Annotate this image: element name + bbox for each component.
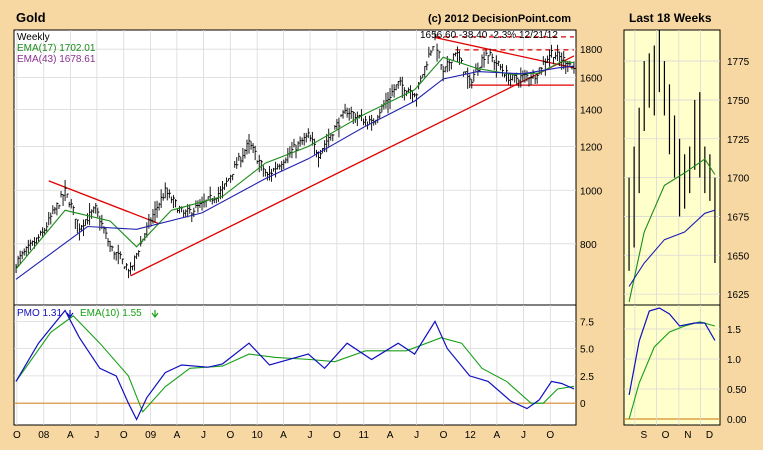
inset-pmo-panel bbox=[623, 304, 721, 426]
pmo-line bbox=[15, 309, 575, 421]
down-arrow-icon bbox=[151, 310, 159, 318]
y-tick-label: 2.5 bbox=[580, 372, 594, 383]
inset-y-tick-label: 1650 bbox=[727, 251, 750, 262]
y-tick-label: 800 bbox=[580, 240, 597, 251]
copyright-text: (c) 2012 DecisionPoint.com bbox=[428, 13, 571, 25]
x-tick-label: 08 bbox=[38, 430, 50, 441]
inset-ema17-line bbox=[628, 158, 716, 303]
x-tick-label: O bbox=[13, 430, 21, 441]
ema43-legend: EMA(43) 1678.61 bbox=[17, 54, 96, 65]
x-tick-label: A bbox=[174, 430, 181, 441]
pmo-panel bbox=[13, 304, 577, 426]
x-tick-label: J bbox=[201, 430, 206, 441]
x-tick-label: O bbox=[546, 430, 554, 441]
ema43-line bbox=[15, 65, 575, 280]
x-tick-label: J bbox=[414, 430, 419, 441]
inset-x-tick-label: N bbox=[684, 430, 691, 441]
inset-title: Last 18 Weeks bbox=[629, 11, 712, 25]
pmo-signal-legend: EMA(10) 1.55 bbox=[80, 308, 142, 319]
x-tick-label: 09 bbox=[145, 430, 157, 441]
ema17-legend: EMA(17) 1702.01 bbox=[17, 43, 96, 54]
trendline bbox=[434, 36, 575, 69]
trendline bbox=[130, 55, 575, 277]
price-quote: 1656.60 -38.40 -2.3% 12/21/12 bbox=[420, 30, 558, 41]
pmo-y-axis: 7.5 5.0 2.5 0 bbox=[580, 317, 594, 410]
inset-y-tick-label: 1775 bbox=[727, 57, 750, 68]
inset-y-tick-label: 1725 bbox=[727, 135, 750, 146]
x-tick-label: A bbox=[387, 430, 394, 441]
inset-pmo-line bbox=[628, 307, 716, 396]
x-tick-label: 12 bbox=[465, 430, 477, 441]
trendline bbox=[48, 180, 160, 225]
inset-y-tick-label: 1625 bbox=[727, 290, 750, 301]
y-tick-label: 5.0 bbox=[580, 345, 594, 356]
inset-pmo-y-tick-label: 0.50 bbox=[727, 385, 747, 396]
x-tick-label: O bbox=[333, 430, 341, 441]
y-tick-label: 1800 bbox=[580, 45, 603, 56]
y-tick-label: 1000 bbox=[580, 186, 603, 197]
x-tick-label: A bbox=[494, 430, 501, 441]
x-tick-label: O bbox=[226, 430, 234, 441]
inset-x-tick-label: D bbox=[706, 430, 713, 441]
inset-x-tick-label: O bbox=[662, 430, 670, 441]
inset-pmo-y-tick-label: 1.0 bbox=[727, 355, 741, 366]
inset-y-tick-label: 1675 bbox=[727, 212, 750, 223]
chart-title: Gold bbox=[16, 10, 46, 25]
x-tick-label: A bbox=[67, 430, 74, 441]
main-y-axis: 1800 1600 1400 1200 1000 800 bbox=[580, 45, 603, 251]
x-axis: O 08 A J O 09 A J O 10 A J O 11 A J O 12 A J O bbox=[13, 430, 554, 441]
inset-y-axis: 1775 1750 1725 1700 1675 1650 1625 bbox=[727, 57, 750, 301]
pmo-legend: PMO 1.31 bbox=[17, 308, 62, 319]
y-tick-label: 0 bbox=[580, 399, 586, 410]
x-tick-label: J bbox=[521, 430, 526, 441]
inset-y-tick-label: 1700 bbox=[727, 174, 750, 185]
y-tick-label: 1600 bbox=[580, 73, 603, 84]
period-label: Weekly bbox=[17, 32, 50, 43]
x-tick-label: J bbox=[308, 430, 313, 441]
inset-pmo-signal-line bbox=[628, 321, 716, 420]
x-tick-label: 11 bbox=[359, 430, 370, 441]
inset-pmo-y-axis: 1.5 1.0 0.50 0.00 bbox=[727, 325, 747, 426]
main-panel bbox=[13, 29, 577, 306]
inset-ema43-line bbox=[628, 209, 716, 287]
inset-y-tick-label: 1750 bbox=[727, 96, 750, 107]
down-arrow-icon bbox=[66, 310, 74, 318]
inset-x-tick-label: S bbox=[640, 430, 647, 441]
x-tick-label: J bbox=[94, 430, 99, 441]
inset-pmo-y-tick-label: 1.5 bbox=[727, 325, 741, 336]
inset-pmo-y-tick-label: 0.00 bbox=[727, 415, 747, 426]
inset-price-panel bbox=[623, 29, 721, 306]
y-tick-label: 1400 bbox=[580, 106, 603, 117]
pmo-signal-line bbox=[15, 315, 575, 413]
y-tick-label: 7.5 bbox=[580, 317, 594, 328]
x-tick-label: O bbox=[440, 430, 448, 441]
y-tick-label: 1200 bbox=[580, 143, 603, 154]
x-tick-label: O bbox=[120, 430, 128, 441]
x-tick-label: 10 bbox=[252, 430, 264, 441]
x-tick-label: A bbox=[280, 430, 287, 441]
